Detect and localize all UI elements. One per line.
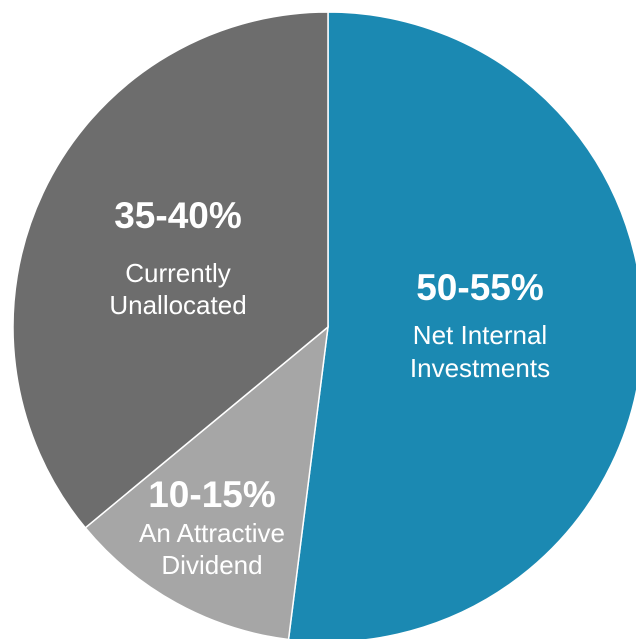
slice-category-label: Currently (125, 258, 230, 288)
slice-value-label: 35-40% (114, 195, 242, 236)
pie-slice (287, 11, 636, 639)
slice-category-label: An Attractive (139, 518, 285, 548)
slice-value-label: 10-15% (148, 474, 276, 515)
slice-category-label: Dividend (161, 550, 262, 580)
slice-value-label: 50-55% (416, 267, 544, 308)
slice-category-label: Net Internal (413, 320, 547, 350)
pie-slice (12, 11, 329, 529)
slice-category-label: Unallocated (109, 290, 246, 320)
pie-slice (84, 325, 329, 639)
slice-category-label: Investments (410, 353, 550, 383)
